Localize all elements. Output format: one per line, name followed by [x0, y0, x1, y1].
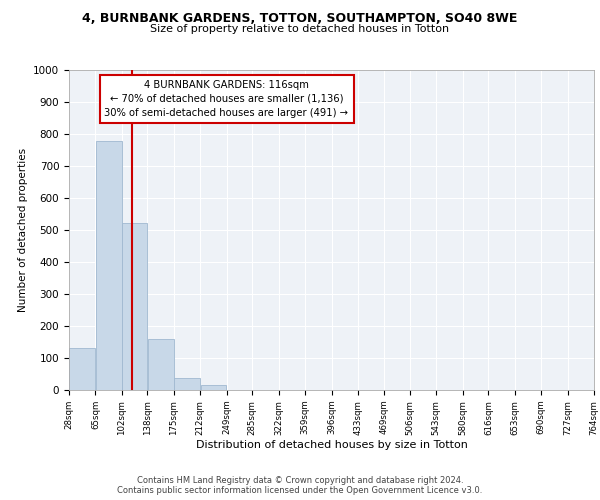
Bar	[174, 378, 200, 390]
Bar	[69, 348, 95, 390]
Bar	[148, 339, 173, 390]
X-axis label: Distribution of detached houses by size in Totton: Distribution of detached houses by size …	[196, 440, 467, 450]
Y-axis label: Number of detached properties: Number of detached properties	[17, 148, 28, 312]
Bar	[95, 142, 122, 390]
Bar	[122, 223, 147, 390]
Text: 4 BURNBANK GARDENS: 116sqm
← 70% of detached houses are smaller (1,136)
30% of s: 4 BURNBANK GARDENS: 116sqm ← 70% of deta…	[104, 80, 349, 118]
Bar	[200, 385, 226, 390]
Text: Contains HM Land Registry data © Crown copyright and database right 2024.: Contains HM Land Registry data © Crown c…	[137, 476, 463, 485]
Text: 4, BURNBANK GARDENS, TOTTON, SOUTHAMPTON, SO40 8WE: 4, BURNBANK GARDENS, TOTTON, SOUTHAMPTON…	[82, 12, 518, 26]
Text: Size of property relative to detached houses in Totton: Size of property relative to detached ho…	[151, 24, 449, 34]
Text: Contains public sector information licensed under the Open Government Licence v3: Contains public sector information licen…	[118, 486, 482, 495]
